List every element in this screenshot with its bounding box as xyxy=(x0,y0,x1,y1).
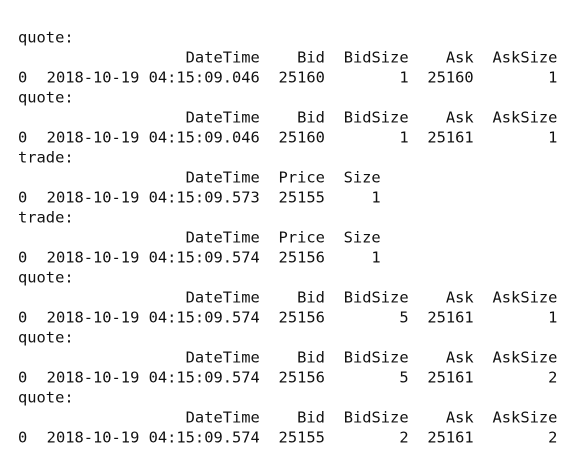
row-index: 0 xyxy=(18,249,27,267)
cell: 2 xyxy=(548,429,557,447)
cell: 2018-10-19 04:15:09.046 xyxy=(47,129,260,147)
cell: 1 xyxy=(399,129,408,147)
column-header: Bid xyxy=(297,409,325,427)
block-label: quote: xyxy=(18,269,74,287)
cell: 25161 xyxy=(427,369,473,387)
column-header: Bid xyxy=(297,49,325,67)
cell: 25160 xyxy=(427,69,473,87)
row-index: 0 xyxy=(18,429,27,447)
column-header: BidSize xyxy=(344,349,409,367)
column-header: BidSize xyxy=(344,109,409,127)
row-index: 0 xyxy=(18,309,27,327)
cell: 2018-10-19 04:15:09.573 xyxy=(47,189,260,207)
cell: 1 xyxy=(548,69,557,87)
row-index: 0 xyxy=(18,69,27,87)
cell: 2 xyxy=(548,369,557,387)
cell: 25156 xyxy=(279,249,325,267)
cell: 25161 xyxy=(427,309,473,327)
column-header: DateTime xyxy=(186,169,260,187)
block-label: quote: xyxy=(18,89,74,107)
cell: 1 xyxy=(548,129,557,147)
column-header: BidSize xyxy=(344,289,409,307)
cell: 1 xyxy=(548,309,557,327)
cell: 2018-10-19 04:15:09.574 xyxy=(47,249,260,267)
column-header: Ask xyxy=(446,409,475,427)
cell: 25160 xyxy=(279,129,325,147)
cell: 25161 xyxy=(427,129,473,147)
column-header: Size xyxy=(344,229,381,247)
cell: 1 xyxy=(371,249,380,267)
column-header: Ask xyxy=(446,349,475,367)
cell: 2018-10-19 04:15:09.574 xyxy=(47,429,260,447)
column-header: BidSize xyxy=(344,49,409,67)
cell: 25156 xyxy=(279,309,325,327)
column-header: AskSize xyxy=(493,49,558,67)
block-label: trade: xyxy=(18,209,74,227)
column-header: DateTime xyxy=(186,409,260,427)
cell: 25156 xyxy=(279,369,325,387)
column-header: Ask xyxy=(446,49,475,67)
column-header: DateTime xyxy=(186,109,260,127)
block-label: quote: xyxy=(18,29,74,47)
column-header: Bid xyxy=(297,109,325,127)
cell: 2 xyxy=(399,429,408,447)
cell: 25155 xyxy=(279,189,325,207)
row-index: 0 xyxy=(18,189,27,207)
cell: 5 xyxy=(399,369,408,387)
column-header: AskSize xyxy=(493,289,558,307)
column-header: Ask xyxy=(446,289,475,307)
cell: 2018-10-19 04:15:09.046 xyxy=(47,69,260,87)
cell: 5 xyxy=(399,309,408,327)
column-header: Price xyxy=(279,229,325,247)
cell: 25160 xyxy=(279,69,325,87)
cell: 2018-10-19 04:15:09.574 xyxy=(47,369,260,387)
column-header: AskSize xyxy=(493,349,558,367)
column-header: Ask xyxy=(446,109,475,127)
column-header: Bid xyxy=(297,349,325,367)
cell: 1 xyxy=(399,69,408,87)
column-header: Price xyxy=(279,169,325,187)
column-header: Size xyxy=(344,169,381,187)
cell: 1 xyxy=(371,189,380,207)
row-index: 0 xyxy=(18,369,27,387)
column-header: BidSize xyxy=(344,409,409,427)
column-header: AskSize xyxy=(493,109,558,127)
column-header: AskSize xyxy=(493,409,558,427)
column-header: DateTime xyxy=(186,229,260,247)
column-header: Bid xyxy=(297,289,325,307)
cell: 25161 xyxy=(427,429,473,447)
block-label: quote: xyxy=(18,389,74,407)
cell: 2018-10-19 04:15:09.574 xyxy=(47,309,260,327)
column-header: DateTime xyxy=(186,289,260,307)
column-header: DateTime xyxy=(186,349,260,367)
column-header: DateTime xyxy=(186,49,260,67)
block-label: quote: xyxy=(18,329,74,347)
row-index: 0 xyxy=(18,129,27,147)
cell: 25155 xyxy=(279,429,325,447)
block-label: trade: xyxy=(18,149,74,167)
